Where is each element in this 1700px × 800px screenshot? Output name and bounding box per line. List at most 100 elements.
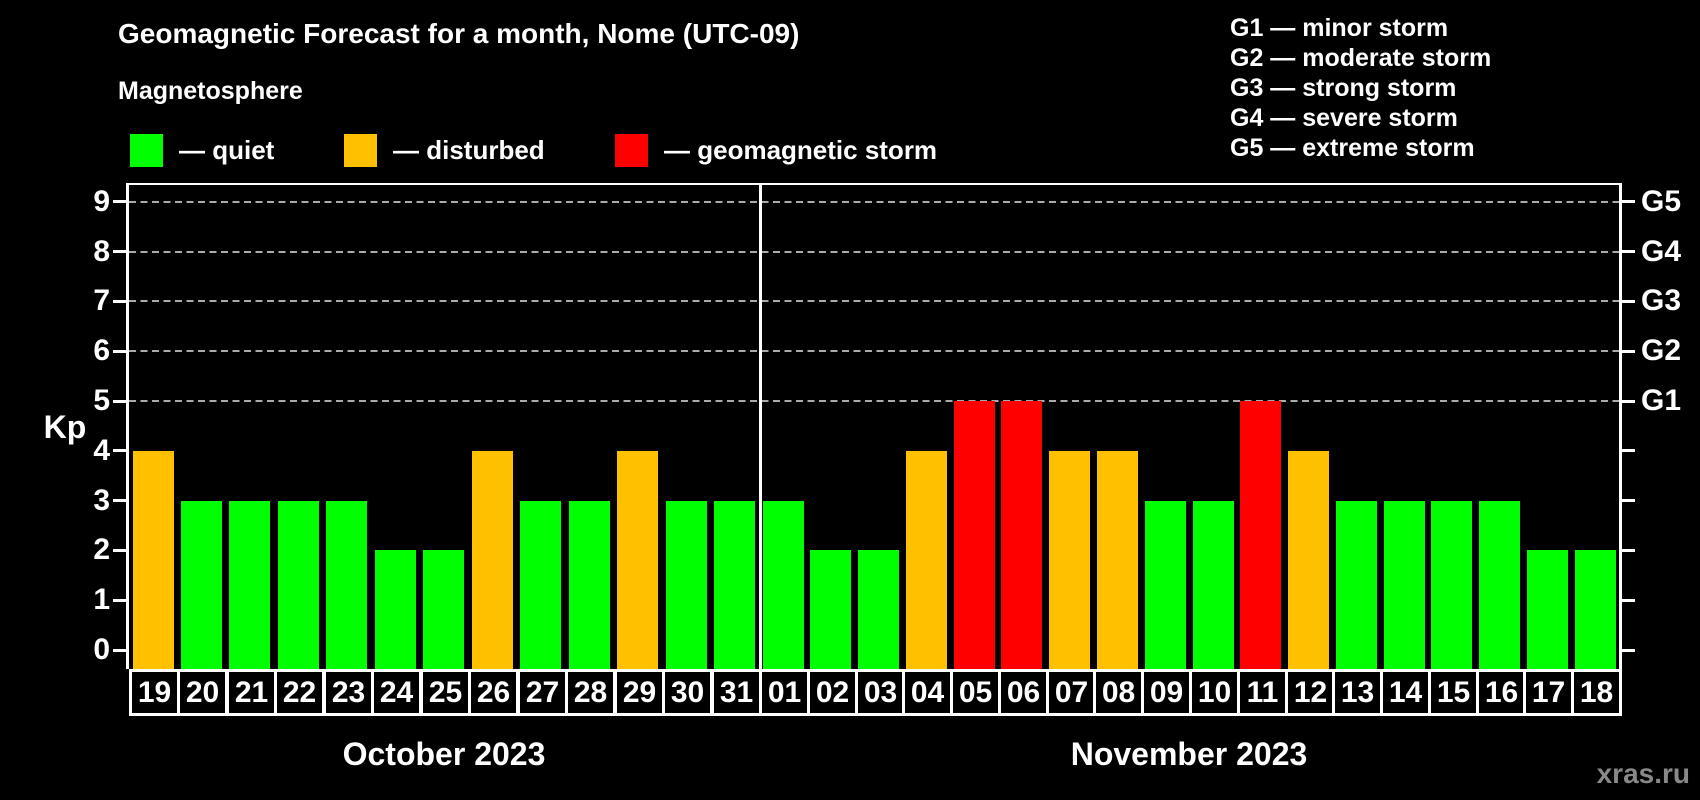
- kp-bar-october-19: [133, 451, 174, 669]
- month-label-october: October 2023: [342, 736, 546, 772]
- date-cell-17: 17: [1523, 669, 1574, 716]
- quiet-swatch: [130, 133, 163, 167]
- g-legend-line-2: G2 — moderate storm: [1230, 44, 1492, 72]
- y-tick-left-6: [113, 350, 126, 353]
- kp-bar-november-15: [1431, 501, 1472, 669]
- kp-bar-november-03: [858, 550, 899, 669]
- kp-bar-november-12: [1288, 451, 1329, 669]
- kp-bar-november-06: [1001, 401, 1042, 669]
- kp-axis-title: Kp: [43, 409, 87, 445]
- y-tick-left-7: [113, 300, 126, 303]
- kp-bar-november-04: [906, 451, 947, 669]
- y-tick-label-2: 2: [93, 533, 110, 566]
- g-level-label-G5: G5: [1641, 185, 1682, 218]
- kp-bar-october-30: [666, 501, 707, 669]
- date-cell-19: 19: [129, 669, 180, 716]
- y-tick-right-8: [1622, 250, 1635, 253]
- kp-bar-november-14: [1384, 501, 1425, 669]
- storm-swatch: [615, 133, 648, 167]
- y-tick-right-9: [1622, 200, 1635, 203]
- page-title: Geomagnetic Forecast for a month, Nome (…: [118, 18, 800, 49]
- watermark: xras.ru: [1596, 758, 1690, 789]
- date-cell-27: 27: [517, 669, 568, 716]
- month-divider: [759, 183, 762, 669]
- kp-bar-november-01: [763, 501, 804, 669]
- y-tick-label-0: 0: [93, 633, 110, 666]
- legend-item-label: — quiet: [179, 134, 275, 165]
- kp-bar-november-18: [1575, 550, 1616, 669]
- g-level-label-G2: G2: [1641, 334, 1682, 367]
- date-cell-31: 31: [711, 669, 762, 716]
- y-tick-label-7: 7: [93, 284, 110, 317]
- legend-item-label: — geomagnetic storm: [664, 134, 938, 165]
- kp-bar-october-29: [617, 451, 658, 669]
- date-cell-16: 16: [1476, 669, 1527, 716]
- date-cell-12: 12: [1285, 669, 1336, 716]
- magnetosphere-label: Magnetosphere: [118, 77, 303, 105]
- month-label-november: November 2023: [1070, 736, 1308, 772]
- y-tick-right-3: [1622, 499, 1635, 502]
- legend-item-storm: — geomagnetic storm: [615, 133, 937, 167]
- y-tick-right-5: [1622, 400, 1635, 403]
- y-tick-right-4: [1622, 449, 1635, 452]
- y-tick-label-5: 5: [93, 384, 110, 417]
- date-cell-29: 29: [614, 669, 665, 716]
- date-cell-11: 11: [1237, 669, 1288, 716]
- y-tick-left-3: [113, 499, 126, 502]
- kp-bar-november-13: [1336, 501, 1377, 669]
- date-cell-04: 04: [902, 669, 953, 716]
- date-cell-21: 21: [226, 669, 277, 716]
- kp-bar-november-10: [1193, 501, 1234, 669]
- date-cell-02: 02: [807, 669, 858, 716]
- date-cell-03: 03: [855, 669, 906, 716]
- disturbed-swatch: [344, 133, 377, 167]
- y-tick-left-5: [113, 400, 126, 403]
- date-cell-08: 08: [1093, 669, 1144, 716]
- kp-bar-october-26: [472, 451, 513, 669]
- date-cell-13: 13: [1332, 669, 1383, 716]
- date-cell-14: 14: [1380, 669, 1431, 716]
- y-tick-right-1: [1622, 599, 1635, 602]
- gridline-kp6: [129, 350, 1619, 352]
- y-tick-left-4: [113, 449, 126, 452]
- date-cell-07: 07: [1046, 669, 1097, 716]
- date-cell-24: 24: [371, 669, 422, 716]
- date-cell-28: 28: [565, 669, 616, 716]
- date-cell-25: 25: [420, 669, 471, 716]
- kp-bar-october-24: [375, 550, 416, 669]
- kp-bar-november-05: [954, 401, 995, 669]
- y-tick-label-8: 8: [93, 235, 110, 268]
- y-tick-left-1: [113, 599, 126, 602]
- gridline-kp9: [129, 201, 1619, 203]
- y-tick-label-9: 9: [93, 185, 110, 218]
- kp-bar-october-20: [181, 501, 222, 669]
- date-cell-01: 01: [759, 669, 810, 716]
- g-level-label-G4: G4: [1641, 235, 1682, 268]
- y-tick-left-9: [113, 200, 126, 203]
- y-tick-label-4: 4: [93, 434, 110, 467]
- g-level-label-G1: G1: [1641, 384, 1682, 417]
- y-tick-label-6: 6: [93, 334, 110, 367]
- y-tick-left-2: [113, 549, 126, 552]
- g-level-label-G3: G3: [1641, 284, 1682, 317]
- kp-bar-october-28: [569, 501, 610, 669]
- kp-bar-october-21: [229, 501, 270, 669]
- date-cell-09: 09: [1141, 669, 1192, 716]
- gridline-kp7: [129, 300, 1619, 302]
- date-cell-05: 05: [950, 669, 1001, 716]
- gridline-kp5: [129, 400, 1619, 402]
- legend-item-quiet: — quiet: [130, 133, 274, 167]
- kp-bar-october-25: [423, 550, 464, 669]
- kp-bar-november-17: [1527, 550, 1568, 669]
- g-legend-line-5: G5 — extreme storm: [1230, 134, 1475, 162]
- kp-bar-november-07: [1049, 451, 1090, 669]
- gridline-kp8: [129, 251, 1619, 253]
- kp-bar-november-11: [1240, 401, 1281, 669]
- kp-bar-october-22: [278, 501, 319, 669]
- g-legend-line-4: G4 — severe storm: [1230, 104, 1458, 132]
- date-cell-10: 10: [1189, 669, 1240, 716]
- kp-bar-november-09: [1145, 501, 1186, 669]
- y-tick-right-0: [1622, 649, 1635, 652]
- date-cell-15: 15: [1428, 669, 1479, 716]
